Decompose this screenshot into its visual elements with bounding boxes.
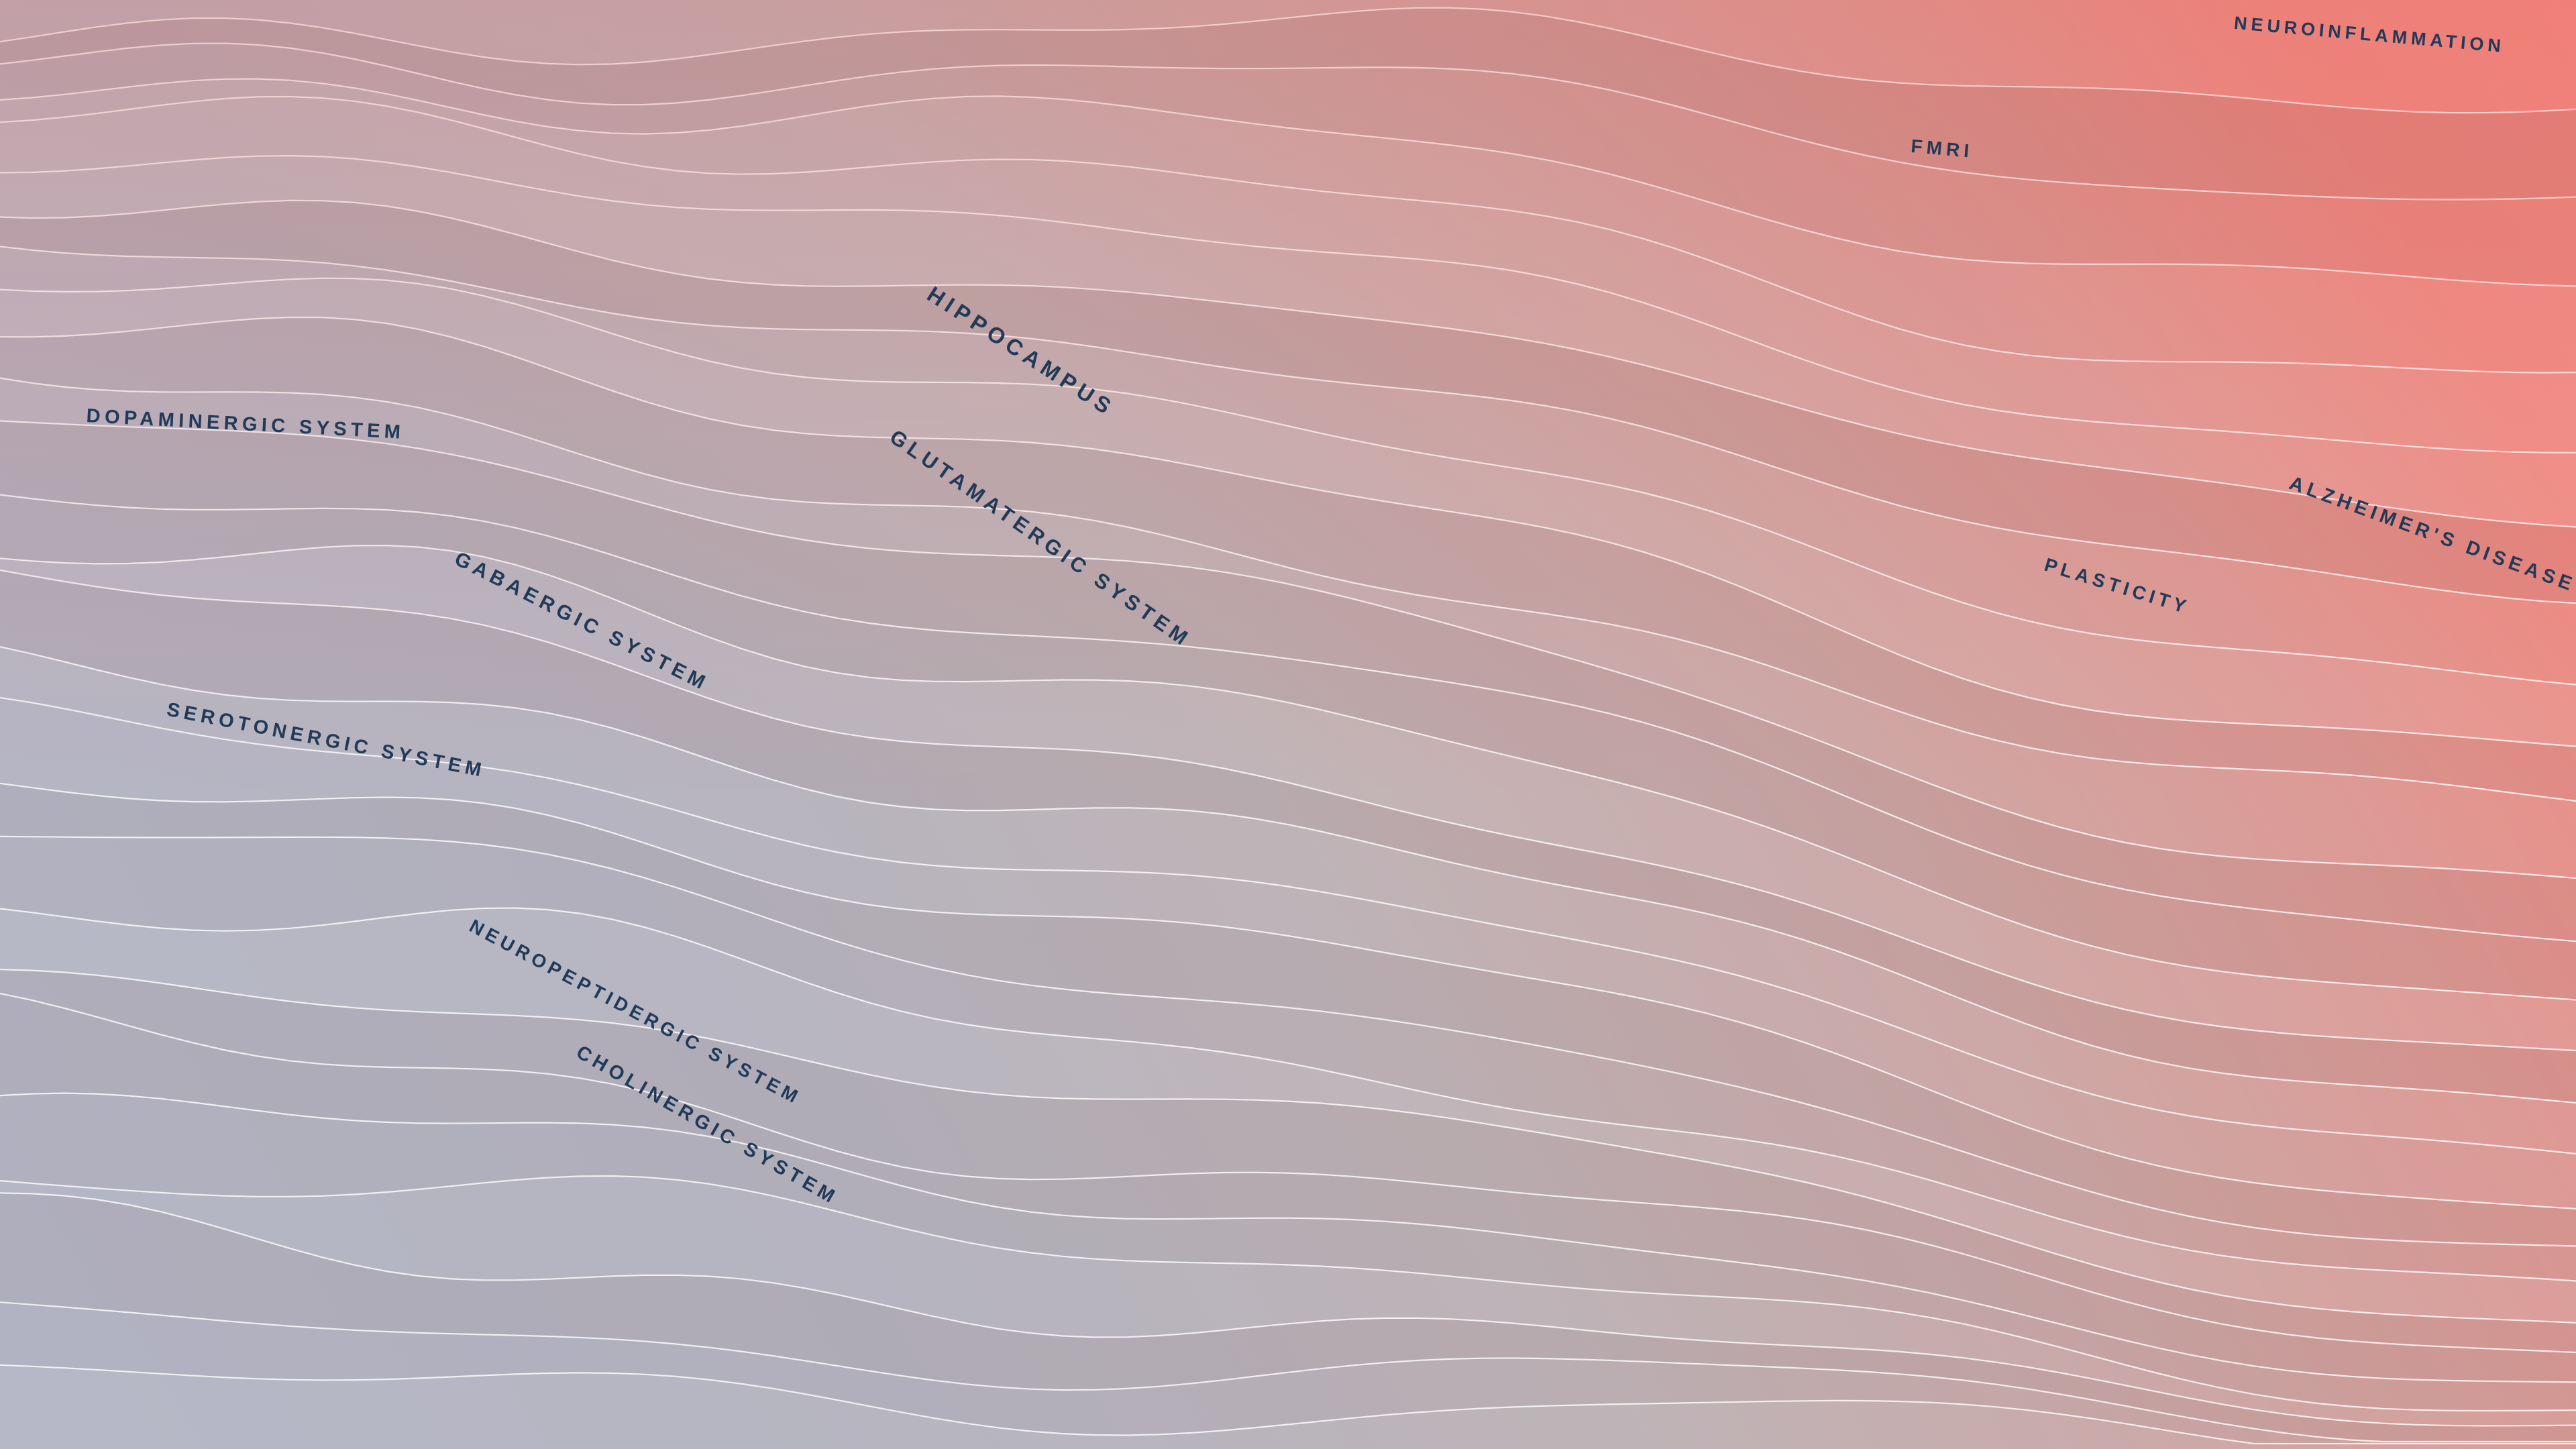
streamgraph-canvas — [0, 0, 2576, 1449]
warm-wash-overlay — [0, 0, 2576, 1449]
streamgraph-figure: NEUROINFLAMMATION FMRI HIPPOCAMPUS DOPAMINE… — [0, 0, 2576, 1449]
